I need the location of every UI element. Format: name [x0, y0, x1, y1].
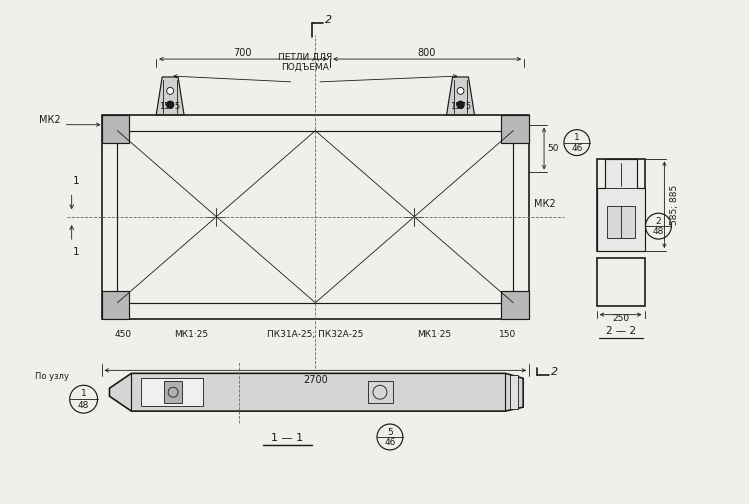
Polygon shape [446, 77, 474, 115]
Text: По узлу: По узлу [34, 372, 69, 382]
Text: 2 — 2: 2 — 2 [606, 326, 636, 336]
Bar [118, 131, 513, 303]
Text: 46: 46 [384, 438, 395, 447]
Bar [142, 379, 203, 406]
Text: 1: 1 [574, 133, 580, 142]
Text: 150: 150 [499, 330, 516, 339]
Text: 48: 48 [78, 401, 89, 410]
Bar [102, 115, 130, 143]
Polygon shape [157, 77, 184, 115]
Text: 2: 2 [551, 367, 558, 377]
Text: 5: 5 [387, 427, 392, 436]
Text: 2700: 2700 [303, 375, 328, 386]
Circle shape [457, 101, 464, 108]
Circle shape [457, 87, 464, 94]
Text: 2: 2 [655, 217, 661, 226]
Bar [164, 382, 182, 403]
Text: 1: 1 [81, 390, 86, 398]
Text: 1: 1 [73, 176, 79, 186]
Text: 1: 1 [73, 247, 79, 257]
Bar [597, 159, 644, 251]
Text: ПЕТЛИ ДЛЯ
ПОДЪЕМА: ПЕТЛИ ДЛЯ ПОДЪЕМА [279, 52, 333, 72]
Text: 1575: 1575 [160, 102, 181, 111]
Text: 48: 48 [652, 227, 664, 236]
Bar [368, 382, 393, 403]
Bar [510, 375, 518, 409]
Polygon shape [109, 373, 523, 411]
Text: 46: 46 [571, 144, 583, 153]
Text: ПК31А-25; ПК32А-25: ПК31А-25; ПК32А-25 [267, 330, 363, 339]
Bar [501, 291, 529, 319]
Bar [607, 206, 634, 238]
Text: 450: 450 [115, 330, 132, 339]
Text: 800: 800 [417, 48, 436, 58]
Text: 50: 50 [547, 144, 559, 153]
Text: 1 — 1: 1 — 1 [271, 433, 303, 443]
Circle shape [166, 87, 174, 94]
Bar [597, 258, 644, 306]
Circle shape [166, 101, 174, 108]
Polygon shape [597, 159, 644, 251]
Text: МК1·25: МК1·25 [418, 330, 452, 339]
Bar [102, 291, 130, 319]
Text: 585; 885: 585; 885 [670, 185, 679, 225]
Bar [501, 115, 529, 143]
Text: 250: 250 [612, 313, 629, 323]
Text: МК2: МК2 [39, 115, 61, 124]
Text: МК1·25: МК1·25 [174, 330, 208, 339]
Text: 2: 2 [325, 15, 333, 25]
Bar [102, 115, 529, 319]
Text: 700: 700 [234, 48, 252, 58]
Text: 1575: 1575 [450, 102, 471, 111]
Text: МК2: МК2 [534, 199, 556, 209]
